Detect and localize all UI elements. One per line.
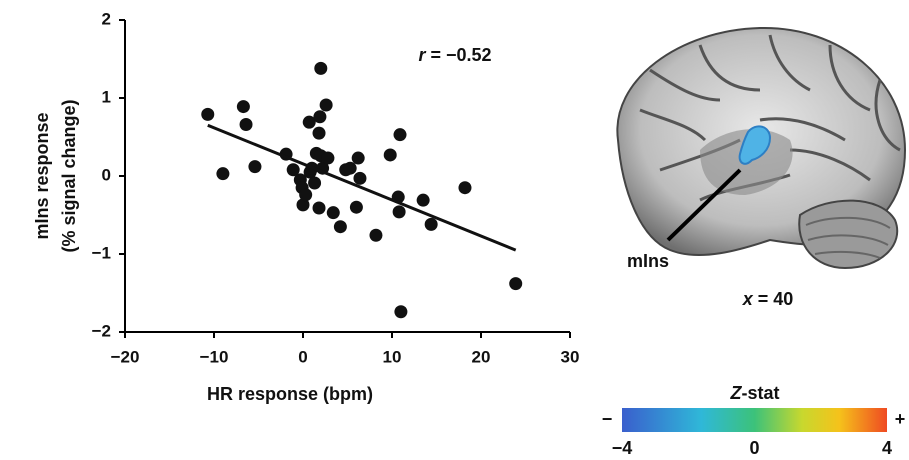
annotation: r = −0.52 — [418, 45, 491, 65]
point — [352, 152, 365, 165]
x-tick-label: 30 — [561, 347, 580, 366]
point — [248, 160, 261, 173]
y-tick-label: −2 — [92, 321, 111, 340]
point — [313, 127, 326, 140]
x-tick-label: −10 — [200, 347, 229, 366]
figure: mIns x = 40 Z-stat − + HR response (bpm)… — [0, 0, 909, 460]
point — [458, 181, 471, 194]
slice-var: x — [742, 289, 754, 309]
point — [509, 277, 522, 290]
x-tick-label: 0 — [298, 347, 307, 366]
x-tick-label: 10 — [383, 347, 402, 366]
y-tick-label: 2 — [102, 9, 111, 28]
colorbar-title-text: -stat — [741, 383, 779, 403]
x-tick-label: −20 — [111, 347, 140, 366]
point — [334, 220, 347, 233]
y-tick-label: −1 — [92, 243, 111, 262]
annotation-text: = −0.52 — [430, 45, 491, 65]
point — [201, 108, 214, 121]
y-tick-label: 0 — [102, 165, 111, 184]
colorbar-title: Z-stat — [729, 383, 779, 403]
point — [313, 110, 326, 123]
point — [299, 188, 312, 201]
colorbar-tick-label: −4 — [612, 438, 633, 458]
slice-label: x = 40 — [742, 289, 794, 309]
point — [417, 194, 430, 207]
point — [353, 172, 366, 185]
point — [240, 118, 253, 131]
region-label: mIns — [627, 251, 669, 271]
point — [314, 62, 327, 75]
annotation-var: r — [418, 45, 426, 65]
point — [393, 205, 406, 218]
point — [384, 148, 397, 161]
colorbar-max-symbol: + — [895, 409, 906, 429]
x-axis-label: HR response (bpm) — [207, 384, 373, 404]
slice-text: = 40 — [758, 289, 794, 309]
point — [394, 305, 407, 318]
point — [425, 218, 438, 231]
colorbar-tick-label: 0 — [749, 438, 759, 458]
point — [321, 152, 334, 165]
point — [320, 99, 333, 112]
colorbar-tick-label: 4 — [882, 438, 892, 458]
point — [327, 206, 340, 219]
point — [394, 128, 407, 141]
y-axis-label: mIns response — [32, 112, 52, 239]
point — [350, 201, 363, 214]
point — [216, 167, 229, 180]
x-tick-label: 20 — [472, 347, 491, 366]
point — [308, 177, 321, 190]
point — [369, 229, 382, 242]
point — [344, 162, 357, 175]
y-axis-label: (% signal change) — [59, 99, 79, 252]
point — [313, 201, 326, 214]
brain-image — [617, 28, 905, 268]
colorbar — [622, 408, 887, 432]
colorbar-min-symbol: − — [602, 409, 613, 429]
y-tick-label: 1 — [102, 87, 111, 106]
point — [237, 100, 250, 113]
